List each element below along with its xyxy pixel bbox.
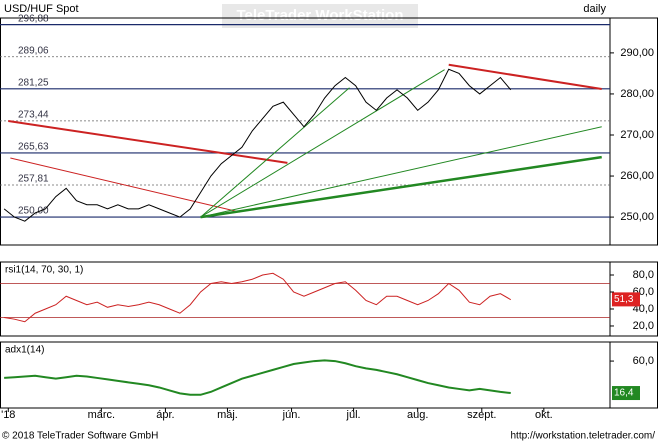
x-tick-label: aug. <box>407 409 428 421</box>
y-tick-label: 80,0 <box>633 269 654 281</box>
trend-line <box>200 69 445 218</box>
data-line <box>4 359 511 396</box>
trend-line <box>10 157 240 213</box>
trend-line <box>200 126 602 218</box>
url: http://workstation.teletrader.com/ <box>510 431 655 442</box>
x-tick-label: okt. <box>535 409 553 421</box>
level-label: 265,63 <box>18 142 49 153</box>
x-tick-label: márc. <box>88 409 116 421</box>
panel-frame <box>0 261 658 337</box>
last-value-box <box>612 386 640 401</box>
level-label: 281,25 <box>18 77 49 88</box>
last-value-label: 51,3 <box>614 294 634 305</box>
level-label: 250,00 <box>18 206 49 217</box>
y-tick-label: 290,00 <box>620 47 654 59</box>
x-tick-label: jún. <box>282 409 301 421</box>
trend-line <box>200 155 602 219</box>
x-tick-label: júl. <box>346 409 361 421</box>
symbol: USD/HUF Spot <box>4 3 79 15</box>
level-label: 296,88 <box>18 13 49 24</box>
period: daily <box>583 3 606 15</box>
y-tick-label: 270,00 <box>620 129 654 141</box>
y-tick-label: 60,0 <box>633 355 654 367</box>
level-label: 273,44 <box>18 110 49 121</box>
watermark: TeleTrader WorkStation <box>237 7 404 24</box>
data-line <box>3 68 512 222</box>
trend-line <box>200 87 350 218</box>
y-tick-label: 250,00 <box>620 211 654 223</box>
level-label: 289,06 <box>18 45 49 56</box>
y-tick-label: 260,00 <box>620 170 654 182</box>
last-value-label: 16,4 <box>614 388 634 399</box>
watermark-bg <box>222 4 418 28</box>
copyright: © 2018 TeleTrader Software GmbH <box>2 431 158 442</box>
y-tick-label: 20,0 <box>633 320 654 332</box>
panel-title: rsi1(14, 70, 30, 1) <box>5 265 83 276</box>
panel-frame <box>0 341 658 409</box>
x-tick-label: ápr. <box>156 409 174 421</box>
panel-title: adx1(14) <box>5 345 44 356</box>
trend-line <box>448 63 602 91</box>
y-tick-label: 280,00 <box>620 88 654 100</box>
x-tick-label: máj. <box>217 409 238 421</box>
x-tick-label: '18 <box>1 409 15 421</box>
x-tick-label: szept. <box>467 409 496 421</box>
data-line <box>4 272 511 323</box>
trend-line <box>8 120 288 164</box>
last-value-box <box>612 292 640 307</box>
level-label: 257,81 <box>18 174 49 185</box>
panel-frame <box>0 17 658 246</box>
